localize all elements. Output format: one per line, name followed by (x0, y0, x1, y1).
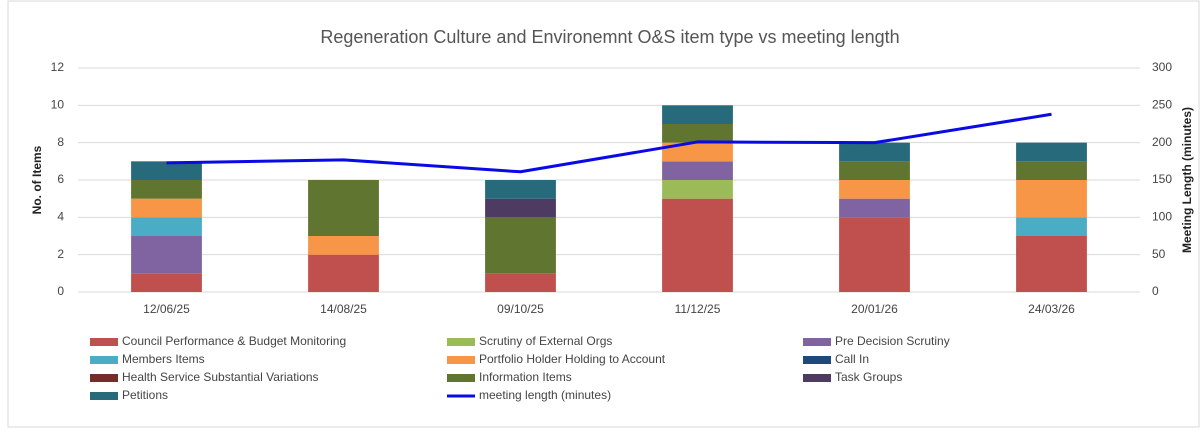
legend-label: Council Performance & Budget Monitoring (122, 334, 346, 348)
y2-tick-label: 0 (1152, 284, 1159, 298)
y2-tick-label: 50 (1152, 247, 1166, 261)
legend-swatch (90, 374, 118, 382)
legend-label: Pre Decision Scrutiny (835, 334, 950, 348)
legend-swatch (447, 338, 475, 346)
x-tick-label: 20/01/26 (851, 302, 898, 316)
bar-segment (131, 198, 202, 218)
y2-tick-label: 250 (1152, 98, 1172, 112)
legend-swatch (447, 374, 475, 382)
legend-swatch (447, 356, 475, 364)
bar-segment (131, 217, 202, 236)
y2-tick-label: 300 (1152, 60, 1172, 74)
bar-segment (1016, 142, 1087, 162)
line-series (166, 112, 1052, 174)
y2-tick-label: 150 (1152, 172, 1172, 186)
legend-label: Petitions (122, 388, 168, 402)
y2-tick-label: 200 (1152, 135, 1172, 149)
legend-label: Health Service Substantial Variations (122, 370, 319, 384)
y-tick-label: 10 (51, 98, 65, 112)
y-tick-label: 0 (57, 284, 64, 298)
bar-segment (839, 217, 910, 292)
bar-segment (485, 180, 556, 199)
legend-swatch (803, 338, 831, 346)
bar-segment (662, 161, 733, 180)
bar-segment (308, 254, 379, 292)
y-axis-title: No. of Items (30, 145, 44, 214)
y-tick-label: 4 (57, 210, 64, 224)
y2-axis-title: Meeting Length (minutes) (1180, 107, 1194, 253)
x-tick-label: 12/06/25 (143, 302, 190, 316)
bar-segment (839, 180, 910, 199)
legend-label: Call In (835, 352, 869, 366)
y2-tick-label: 100 (1152, 210, 1172, 224)
y-tick-label: 8 (57, 135, 64, 149)
legend-swatch (90, 392, 118, 400)
bar-segment (1016, 217, 1087, 236)
legend-label: Information Items (479, 370, 572, 384)
x-tick-label: 11/12/25 (675, 302, 721, 316)
bar-segment (485, 198, 556, 218)
legend-swatch (803, 374, 831, 382)
y-tick-label: 6 (57, 172, 64, 186)
bar-segment (839, 161, 910, 180)
legend-label: meeting length (minutes) (479, 388, 611, 402)
y-tick-label: 12 (51, 60, 65, 74)
bar-segment (839, 142, 910, 162)
x-tick-label: 14/08/25 (320, 302, 367, 316)
chart-frame (7, 0, 1200, 428)
bar-segment (662, 124, 733, 143)
legend-swatch (803, 356, 831, 364)
legend-label: Scrutiny of External Orgs (479, 334, 612, 348)
legend-label: Members Items (122, 352, 205, 366)
bar-segment (1016, 161, 1087, 180)
bar-segment (1016, 236, 1087, 292)
bar-segment (308, 180, 379, 236)
bar-segment (1016, 180, 1087, 218)
bar-segment (485, 273, 556, 292)
chart-title: Regeneration Culture and Environemnt O&S… (320, 27, 899, 47)
legend-swatch (90, 338, 118, 346)
bar-segment (131, 180, 202, 199)
legend-label: Portfolio Holder Holding to Account (479, 352, 666, 366)
legend-label: Task Groups (835, 370, 902, 384)
bar-segment (131, 236, 202, 274)
legend-swatch (90, 356, 118, 364)
bar-segment (308, 236, 379, 255)
bar-segment (662, 198, 733, 292)
y-tick-label: 2 (57, 247, 64, 261)
x-tick-label: 09/10/25 (497, 302, 544, 316)
bar-segment (662, 180, 733, 199)
x-tick-label: 24/03/26 (1028, 302, 1075, 316)
bar-segment (662, 142, 733, 162)
bar-segment (662, 105, 733, 124)
bar-segment (131, 273, 202, 292)
bar-segment (839, 198, 910, 218)
bar-segment (485, 217, 556, 274)
bar-segment (131, 161, 202, 180)
